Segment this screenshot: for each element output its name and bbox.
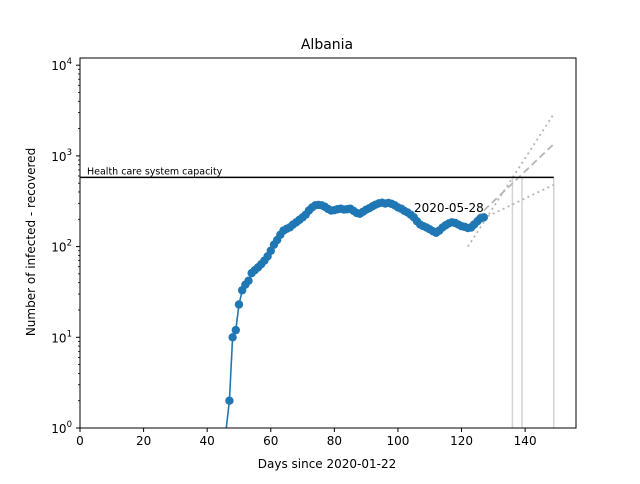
y-tick-label: 102 bbox=[51, 239, 72, 255]
data-point bbox=[225, 396, 234, 405]
projection-line bbox=[467, 143, 555, 227]
x-tick-label: 120 bbox=[450, 434, 473, 448]
y-axis-label: Number of infected - recovered bbox=[24, 148, 38, 336]
data-point bbox=[234, 300, 244, 309]
plot-frame bbox=[79, 57, 577, 429]
x-tick-label: 40 bbox=[200, 434, 215, 448]
y-tick-label: 101 bbox=[51, 329, 72, 345]
x-tick-label: 100 bbox=[386, 434, 409, 448]
capacity-label: Health care system capacity bbox=[87, 166, 223, 177]
date-annotation: 2020-05-28 bbox=[414, 201, 484, 215]
x-tick-label: 140 bbox=[514, 434, 537, 448]
data-point bbox=[244, 276, 253, 285]
data-point bbox=[228, 333, 237, 342]
y-tick-label: 100 bbox=[51, 420, 72, 436]
data-point bbox=[231, 325, 240, 335]
x-tick-label: 20 bbox=[136, 434, 151, 448]
x-axis-label: Days since 2020-01-22 bbox=[258, 457, 397, 471]
y-tick-label: 103 bbox=[51, 148, 72, 164]
chart-title: Albania bbox=[301, 37, 353, 53]
x-tick-label: 0 bbox=[76, 434, 84, 448]
data-point bbox=[479, 213, 488, 222]
y-tick-label: 104 bbox=[51, 57, 72, 73]
x-tick-label: 60 bbox=[263, 434, 278, 448]
x-tick-label: 80 bbox=[327, 434, 342, 448]
